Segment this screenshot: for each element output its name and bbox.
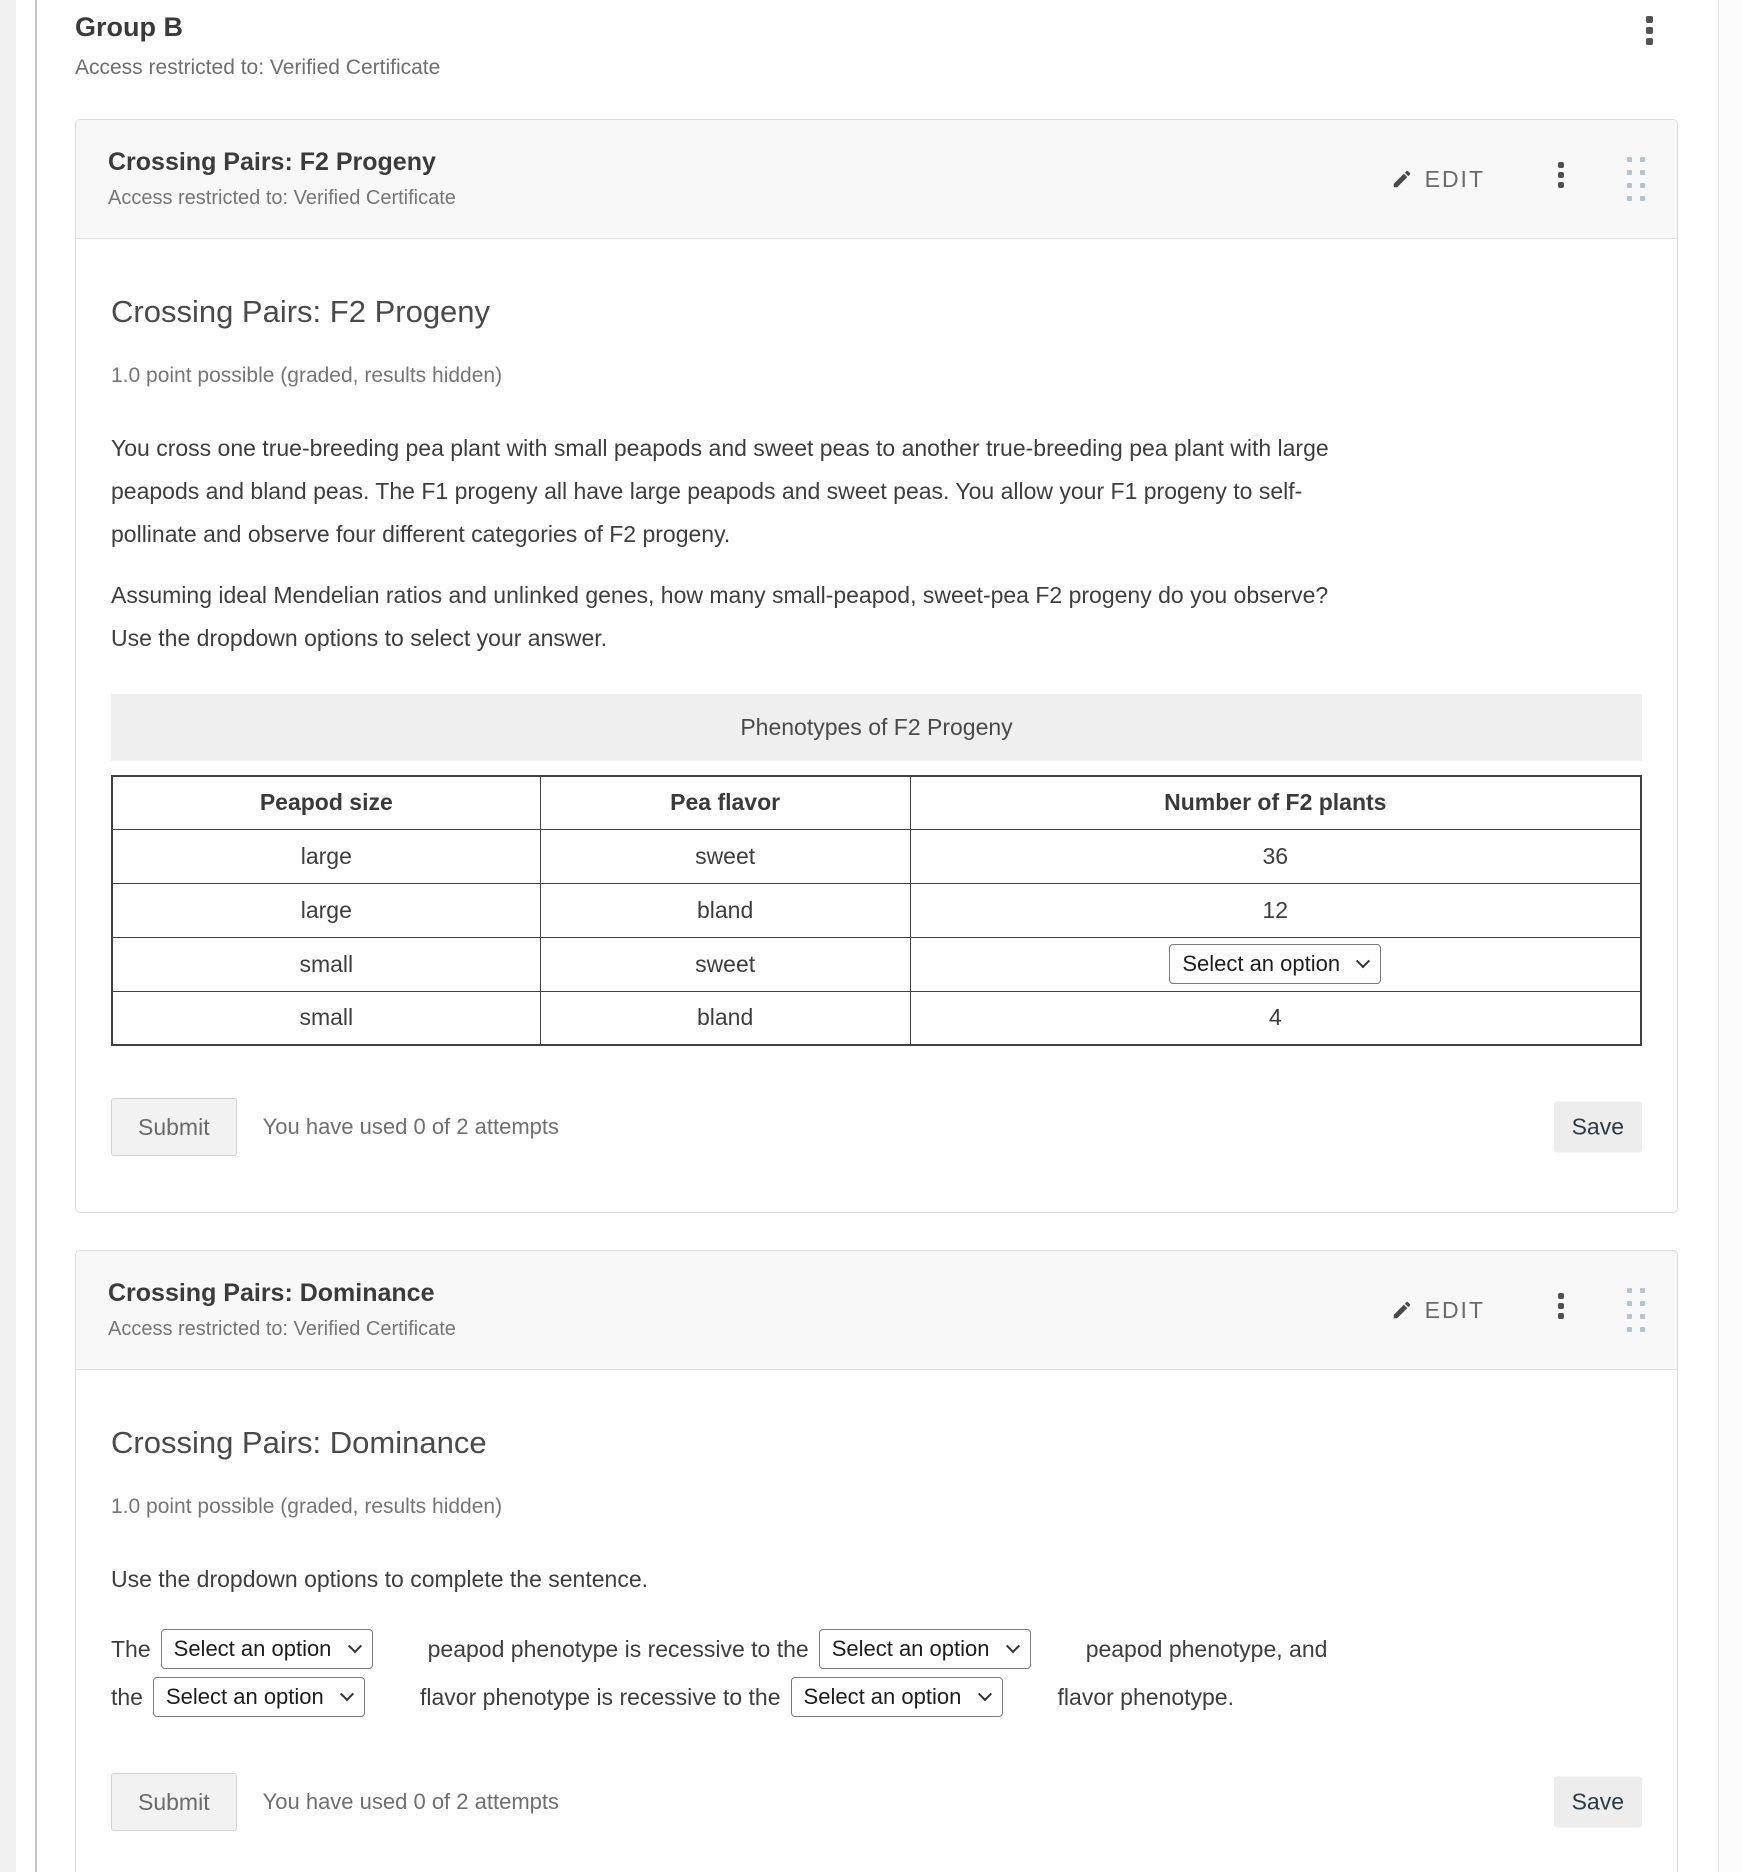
cell-pea-flavor: sweet (539, 936, 911, 992)
flavor-dominant-select[interactable]: Select an option (790, 1677, 1003, 1717)
drag-dot (1627, 1288, 1632, 1293)
attempts-text: You have used 0 of 2 attempts (262, 1789, 559, 1814)
table-row: small sweet Select an option (111, 936, 1642, 992)
problem-title: Crossing Pairs: Dominance (111, 1425, 487, 1460)
right-gutter (1718, 0, 1742, 1872)
chevron-down-icon (977, 1687, 992, 1702)
phenotype-table: Peapod size Pea flavor Number of F2 plan… (111, 775, 1642, 1046)
sentence-text: peapod phenotype, and (1085, 1635, 1328, 1662)
attempts-text: You have used 0 of 2 attempts (262, 1114, 559, 1139)
points-possible: 1.0 point possible (graded, results hidd… (111, 364, 503, 387)
component-access-note: Access restricted to: Verified Certifica… (108, 187, 456, 209)
cell-pea-flavor: sweet (539, 828, 911, 884)
kebab-icon (1645, 16, 1653, 23)
group-access-note: Access restricted to: Verified Certifica… (75, 56, 441, 79)
action-row: Submit You have used 0 of 2 attempts Sav… (111, 1773, 1642, 1831)
edit-label: EDIT (1424, 1296, 1485, 1323)
select-placeholder: Select an option (165, 1684, 324, 1709)
problem-text-2: Assuming ideal Mendelian ratios and unli… (111, 582, 1329, 651)
flavor-recessive-select[interactable]: Select an option (152, 1677, 365, 1717)
chevron-down-icon (1005, 1639, 1020, 1654)
cell-peapod-size: small (111, 936, 541, 992)
component-access-note: Access restricted to: Verified Certifica… (108, 1318, 456, 1340)
problem-text-1: You cross one true-breeding pea plant wi… (111, 435, 1329, 547)
kebab-icon (1558, 162, 1564, 168)
dropdown-sentence: The Select an option peapod phenotype is… (111, 1625, 1642, 1721)
table-row: large sweet 36 (111, 828, 1642, 884)
select-placeholder: Select an option (1182, 951, 1341, 976)
component-title: Crossing Pairs: F2 Progeny (108, 148, 436, 176)
sentence-text: The (111, 1635, 151, 1662)
col-header-pea-flavor: Pea flavor (539, 775, 911, 830)
component-header: Crossing Pairs: F2 Progeny Access restri… (76, 120, 1677, 239)
kebab-icon (1558, 1293, 1564, 1299)
edit-button[interactable]: EDIT (1391, 1297, 1485, 1324)
select-placeholder: Select an option (803, 1684, 962, 1709)
col-header-number-f2: Number of F2 plants (909, 775, 1642, 830)
group-header: Group B Access restricted to: Verified C… (75, 10, 1678, 82)
component-header: Crossing Pairs: Dominance Access restric… (76, 1251, 1677, 1370)
chevron-down-icon (339, 1687, 355, 1702)
sentence-text: peapod phenotype is recessive to the (427, 1635, 809, 1662)
cell-peapod-size: large (111, 882, 541, 938)
table-row: small bland 4 (111, 990, 1642, 1046)
sentence-text: the (111, 1683, 143, 1710)
cell-count-select: Select an option (909, 936, 1642, 992)
select-placeholder: Select an option (831, 1636, 990, 1661)
chevron-down-icon (347, 1639, 362, 1654)
cell-pea-flavor: bland (539, 882, 911, 938)
edit-button[interactable]: EDIT (1391, 166, 1485, 193)
peapod-recessive-select[interactable]: Select an option (160, 1629, 373, 1669)
problem-title: Crossing Pairs: F2 Progeny (111, 294, 491, 329)
cell-count: 36 (909, 828, 1642, 884)
cell-peapod-size: large (111, 828, 541, 884)
group-menu-button[interactable] (1638, 16, 1660, 50)
edit-label: EDIT (1424, 165, 1485, 192)
drag-dot (1627, 157, 1632, 162)
instruction-text: Use the dropdown options to complete the… (111, 1566, 649, 1592)
component-menu-button[interactable] (1551, 162, 1571, 196)
drag-handle[interactable] (1627, 157, 1645, 201)
cell-pea-flavor: bland (539, 990, 911, 1046)
group-title: Group B (75, 12, 183, 42)
left-gutter (0, 0, 16, 1872)
select-placeholder: Select an option (173, 1636, 332, 1661)
peapod-dominant-select[interactable]: Select an option (818, 1629, 1031, 1669)
save-button[interactable]: Save (1553, 1101, 1642, 1153)
points-possible: 1.0 point possible (graded, results hidd… (111, 1495, 503, 1518)
drag-handle[interactable] (1627, 1288, 1645, 1332)
col-header-peapod-size: Peapod size (111, 775, 541, 830)
cell-peapod-size: small (111, 990, 541, 1046)
table-row: large bland 12 (111, 882, 1642, 938)
sentence-line-2: the Select an option flavor phenotype is… (111, 1673, 1642, 1721)
action-row: Submit You have used 0 of 2 attempts Sav… (111, 1098, 1642, 1156)
sentence-text: flavor phenotype. (1057, 1683, 1234, 1710)
submit-button[interactable]: Submit (111, 1098, 237, 1156)
component-title: Crossing Pairs: Dominance (108, 1279, 435, 1307)
component-card-dominance: Crossing Pairs: Dominance Access restric… (75, 1250, 1678, 1872)
chevron-down-icon (1356, 954, 1371, 969)
component-menu-button[interactable] (1551, 1293, 1571, 1327)
submit-button[interactable]: Submit (111, 1773, 237, 1831)
table-header-row: Peapod size Pea flavor Number of F2 plan… (111, 775, 1642, 830)
cell-count: 4 (909, 990, 1642, 1046)
cell-count: 12 (909, 882, 1642, 938)
component-card-f2-progeny: Crossing Pairs: F2 Progeny Access restri… (75, 119, 1678, 1213)
save-button[interactable]: Save (1553, 1776, 1642, 1828)
pencil-icon (1391, 1299, 1413, 1321)
sentence-line-1: The Select an option peapod phenotype is… (111, 1625, 1642, 1673)
table-caption: Phenotypes of F2 Progeny (111, 694, 1642, 761)
container-left-border (35, 0, 37, 1872)
pencil-icon (1391, 168, 1413, 190)
f2-count-select[interactable]: Select an option (1169, 944, 1382, 984)
sentence-text: flavor phenotype is recessive to the (419, 1683, 781, 1710)
